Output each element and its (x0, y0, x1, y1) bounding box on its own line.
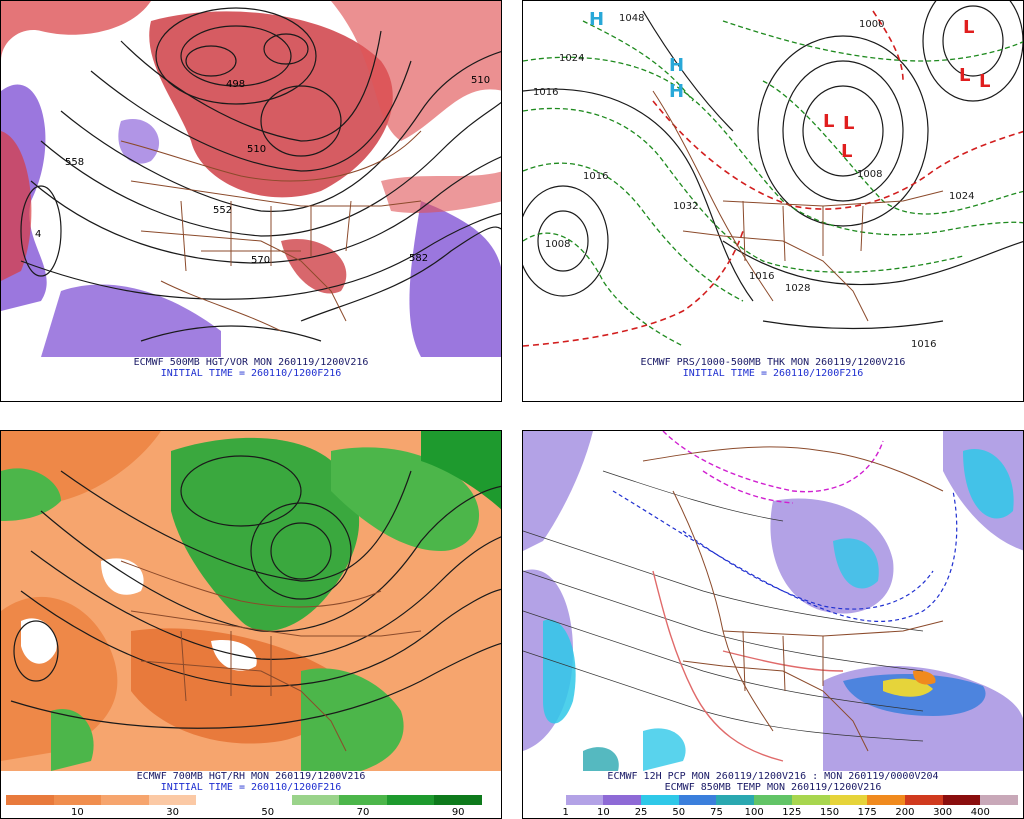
panel-700mb-hgt-rh: ECMWF 700MB HGT/RH MON 260119/1200V216 I… (0, 430, 502, 819)
svg-text:L: L (843, 113, 854, 134)
precip-colorbar-ticks: 1 10 25 50 75 100 125 150 175 200 300 400 (528, 807, 1018, 818)
high-pressure-markers: H H H (589, 9, 684, 102)
colorbar-tick-label: 300 (933, 807, 953, 818)
svg-text:L: L (979, 71, 990, 92)
colorbar-swatch (716, 795, 755, 805)
colorbar-swatch (148, 795, 197, 805)
colorbar-swatch (754, 795, 792, 805)
svg-text:L: L (823, 111, 834, 132)
panel-precip-850-temp: ECMWF 12H PCP MON 260119/1200V216 : MON … (522, 430, 1024, 819)
svg-text:582: 582 (409, 253, 428, 264)
colorbar-tick-label: 30 (166, 807, 179, 818)
map-pressure-thickness: 1016 1008 1024 1016 1024 1032 1016 1016 … (523, 1, 1023, 357)
svg-text:1008: 1008 (857, 169, 882, 180)
colorbar-swatch (603, 795, 642, 805)
svg-text:H: H (669, 81, 684, 102)
svg-text:1048: 1048 (619, 13, 644, 24)
colorbar-swatch (196, 795, 244, 805)
colorbar-swatch (434, 795, 482, 805)
colorbar-swatch (904, 795, 943, 805)
colorbar-swatch (980, 795, 1018, 805)
svg-text:H: H (669, 55, 684, 76)
map-500mb-vorticity: 4 498 510 558 552 570 582 510 (1, 1, 501, 357)
svg-text:552: 552 (213, 205, 232, 216)
colorbar-swatch (339, 795, 387, 805)
colorbar-swatch (101, 795, 149, 805)
svg-text:510: 510 (247, 144, 266, 155)
colorbar-tick-label: 75 (710, 807, 723, 818)
svg-text:1032: 1032 (673, 201, 698, 212)
rh-colorbar (6, 795, 482, 805)
svg-text:1016: 1016 (583, 171, 608, 182)
svg-text:570: 570 (251, 255, 270, 266)
panel-4-caption-precip: ECMWF 12H PCP MON 260119/1200V216 : MON … (607, 771, 939, 782)
colorbar-tick-label: 175 (857, 807, 877, 818)
svg-text:L: L (959, 65, 970, 86)
colorbar-tick-label: 25 (634, 807, 648, 818)
colorbar-tick-label: 50 (672, 807, 686, 818)
svg-text:498: 498 (226, 79, 245, 90)
panel-1-init-time: INITIAL TIME = 260110/1200F216 (160, 368, 342, 379)
colorbar-tick-label: 10 (597, 807, 610, 818)
colorbar-swatch (641, 795, 679, 805)
svg-text:1024: 1024 (559, 53, 584, 64)
colorbar-tick-label: 100 (744, 807, 764, 818)
colorbar-tick-label: 90 (451, 807, 465, 818)
colorbar-tick-label: 50 (261, 807, 275, 818)
colorbar-tick-label: 125 (782, 807, 802, 818)
low-pressure-markers: L L L L L L (823, 17, 990, 162)
colorbar-tick-label: 70 (356, 807, 370, 818)
svg-text:L: L (963, 17, 974, 38)
panel-1-caption: ECMWF 500MB HGT/VOR MON 260119/1200V216 (133, 357, 369, 368)
panel-3-init-time: INITIAL TIME = 260110/1200F216 (160, 782, 342, 793)
colorbar-tick-label: 1 (562, 807, 569, 818)
contour-labels: 4 498 510 558 552 570 582 510 (35, 75, 490, 266)
svg-text:1024: 1024 (949, 191, 974, 202)
svg-text:1016: 1016 (533, 87, 558, 98)
panel-3-caption: ECMWF 700MB HGT/RH MON 260119/1200V216 (136, 771, 366, 782)
svg-text:1028: 1028 (785, 283, 810, 294)
colorbar-swatch (291, 795, 340, 805)
panel-2-init-time: INITIAL TIME = 260110/1200F216 (682, 368, 864, 379)
panel-4-caption-temp: ECMWF 850MB TEMP MON 260119/1200V216 (664, 782, 882, 793)
svg-text:558: 558 (65, 157, 84, 168)
panel-2-caption: ECMWF PRS/1000-500MB THK MON 260119/1200… (640, 357, 906, 368)
colorbar-swatch (528, 795, 566, 805)
panel-prs-thickness: 1016 1008 1024 1016 1024 1032 1016 1016 … (522, 0, 1024, 402)
colorbar-tick-label: 150 (819, 807, 840, 818)
svg-text:1000: 1000 (859, 19, 884, 30)
colorbar-swatch (243, 795, 292, 805)
panel-500mb-hgt-vor: 4 498 510 558 552 570 582 510 ECMWF 500M… (0, 0, 502, 402)
svg-text:4: 4 (35, 229, 41, 240)
precip-colorbar (528, 795, 1018, 805)
colorbar-tick-label: 400 (970, 807, 990, 818)
svg-text:1016: 1016 (749, 271, 774, 282)
colorbar-swatch (867, 795, 905, 805)
rh-colorbar-ticks: 10 30 50 70 90 (6, 807, 482, 818)
colorbar-swatch (6, 795, 54, 805)
svg-text:1008: 1008 (545, 239, 570, 250)
colorbar-swatch (386, 795, 435, 805)
colorbar-swatch (942, 795, 981, 805)
svg-text:H: H (589, 9, 604, 30)
svg-text:L: L (841, 141, 852, 162)
colorbar-swatch (565, 795, 604, 805)
colorbar-swatch (678, 795, 717, 805)
map-precip-temp (523, 431, 1023, 771)
isobar-labels: 1016 1008 1024 1016 1024 1032 1016 1016 … (533, 13, 974, 350)
colorbar-tick-label: 200 (895, 807, 915, 818)
colorbar-tick-label: 10 (71, 807, 84, 818)
svg-text:510: 510 (471, 75, 490, 86)
colorbar-swatch (791, 795, 830, 805)
colorbar-swatch (829, 795, 868, 805)
svg-text:1016: 1016 (911, 339, 936, 350)
map-700mb-rh (1, 431, 501, 771)
colorbar-swatch (53, 795, 102, 805)
